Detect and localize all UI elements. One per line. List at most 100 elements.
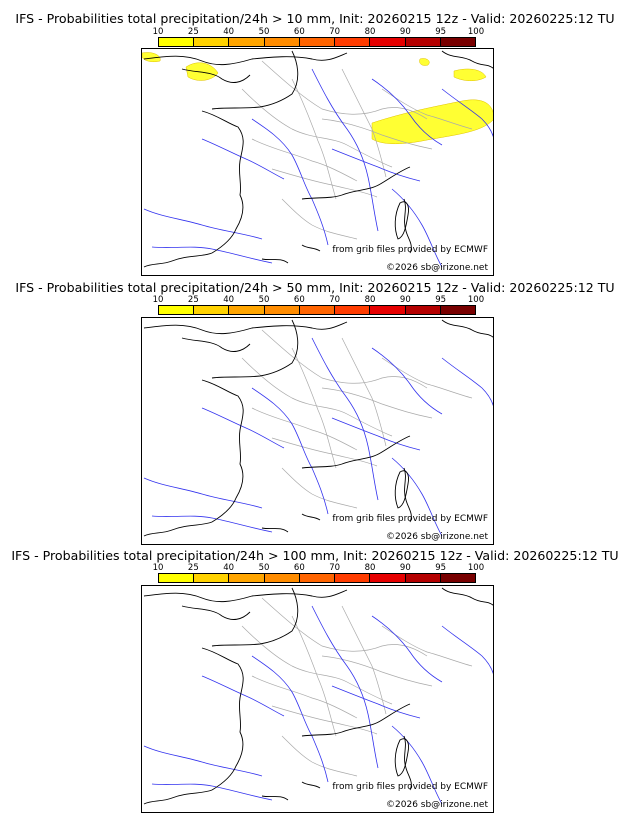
admin-border [251, 138, 358, 182]
corsica-coastline [394, 738, 409, 777]
coastline [301, 166, 411, 200]
france-basemap [143, 587, 493, 805]
scale-tick-label: 95 [435, 27, 447, 37]
probability-map: from grib files provided by ECMWF ©2026 … [141, 48, 494, 276]
scale-tick-label: 25 [187, 563, 199, 573]
scale-swatch [264, 38, 300, 46]
river [151, 246, 273, 264]
france-basemap [142, 50, 493, 268]
coastline [201, 647, 244, 791]
coastline [201, 379, 244, 523]
scale-tick-label: 40 [223, 295, 235, 305]
river [251, 655, 329, 783]
admin-border [241, 357, 393, 437]
river [143, 477, 263, 509]
coastline [261, 513, 321, 533]
credit-copyright: ©2026 sb@irizone.net [386, 532, 488, 542]
scale-tick-label: 25 [187, 295, 199, 305]
coastline [143, 789, 213, 805]
scale-tick-label: 40 [223, 27, 235, 37]
river [311, 337, 379, 501]
admin-border [321, 118, 433, 150]
scale-swatch [405, 306, 441, 314]
coastline [301, 703, 411, 737]
precip-probability-area [419, 58, 430, 66]
river [143, 745, 263, 777]
scale-color-bar [158, 37, 476, 47]
river [391, 457, 443, 537]
river [441, 625, 493, 674]
precip-probability-area [453, 68, 487, 81]
scale-tick-label: 70 [329, 295, 341, 305]
scale-swatch [335, 306, 371, 314]
scale-swatch [335, 38, 371, 46]
scale-swatch [194, 574, 230, 582]
coastline [181, 605, 251, 620]
coastline [201, 110, 244, 254]
river [151, 783, 273, 801]
precip-probability-area [371, 99, 493, 144]
credit-source: from grib files provided by ECMWF [332, 782, 488, 792]
scale-tick-label: 70 [329, 563, 341, 573]
admin-border [251, 675, 358, 719]
scale-tick-label: 10 [152, 295, 164, 305]
coastline [143, 52, 348, 66]
admin-border [251, 407, 358, 451]
coastline [181, 337, 251, 352]
river [441, 88, 493, 137]
river [391, 725, 443, 805]
scale-tick-label: 90 [399, 27, 411, 37]
scale-swatch [370, 306, 406, 314]
admin-border [271, 705, 378, 735]
admin-border [281, 467, 358, 509]
scale-swatch [229, 306, 265, 314]
scale-tick-label: 60 [293, 27, 305, 37]
river [201, 675, 285, 717]
coastline [403, 198, 412, 254]
scale-swatch [299, 306, 336, 314]
scale-swatch [370, 38, 406, 46]
river [331, 417, 421, 451]
river [201, 138, 285, 180]
admin-border [341, 337, 387, 447]
admin-border [261, 60, 428, 120]
scale-swatch [264, 574, 300, 582]
scale-tick-label: 10 [152, 27, 164, 37]
river [371, 615, 443, 683]
admin-border [281, 198, 358, 240]
scale-swatch [440, 306, 475, 314]
coastline [211, 319, 299, 379]
admin-border [241, 88, 393, 168]
map-title: IFS - Probabilities total precipitation/… [15, 11, 615, 26]
scale-tick-label: 60 [293, 563, 305, 573]
probability-color-scale: 10 25 40 50 60 70 80 90 95 100 [153, 295, 484, 318]
coastline [181, 68, 251, 83]
admin-border [271, 168, 378, 198]
scale-tick-label: 100 [467, 295, 485, 305]
river [331, 685, 421, 719]
coastline [301, 435, 411, 469]
coastline [261, 244, 321, 264]
admin-border [291, 615, 337, 737]
scale-tick-label: 100 [467, 563, 485, 573]
river [251, 387, 329, 515]
scale-color-bar [158, 305, 476, 315]
admin-border [341, 68, 387, 178]
scale-swatch [405, 574, 441, 582]
admin-border [291, 78, 337, 200]
coastline [441, 50, 493, 69]
coastline [143, 521, 213, 537]
scale-swatch [229, 574, 265, 582]
scale-tick-label: 90 [399, 295, 411, 305]
admin-border [271, 437, 378, 467]
river [331, 148, 421, 182]
scale-tick-label: 50 [258, 563, 270, 573]
coastline [261, 781, 321, 801]
scale-swatch [370, 574, 406, 582]
scale-swatch [299, 574, 336, 582]
scale-tick-label: 25 [187, 27, 199, 37]
river [311, 605, 379, 769]
scale-tick-label: 60 [293, 295, 305, 305]
admin-border [321, 387, 433, 419]
admin-border [261, 329, 428, 389]
